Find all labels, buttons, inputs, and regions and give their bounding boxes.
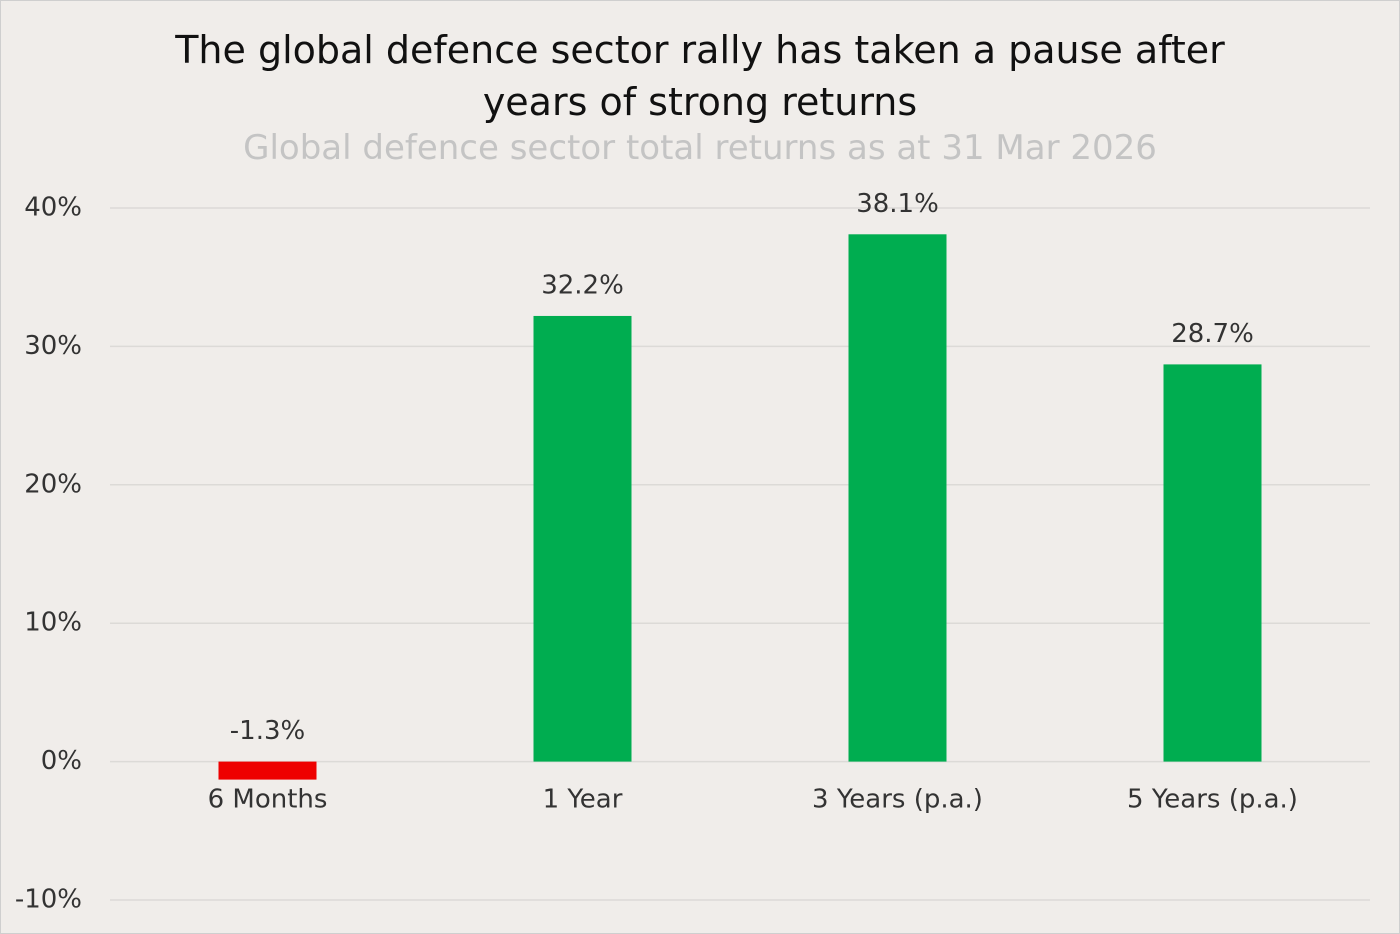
chart-title: The global defence sector rally has take… — [175, 28, 1225, 124]
bar — [218, 761, 317, 780]
value-label: 38.1% — [856, 189, 939, 219]
value-label: -1.3% — [230, 716, 305, 746]
value-label: 32.2% — [541, 270, 624, 300]
x-tick-label: 6 Months — [208, 785, 328, 815]
bar — [1163, 364, 1262, 762]
y-tick-label: -10% — [15, 885, 82, 915]
x-tick-label: 5 Years (p.a.) — [1127, 785, 1298, 815]
y-tick-label: 10% — [24, 608, 82, 638]
y-tick-label: 20% — [24, 469, 82, 499]
x-tick-label: 3 Years (p.a.) — [812, 785, 983, 815]
y-tick-label: 40% — [24, 193, 82, 223]
value-label: 28.7% — [1171, 319, 1254, 349]
x-tick-label: 1 Year — [543, 785, 623, 815]
bar — [533, 315, 632, 762]
y-tick-label: 0% — [41, 746, 82, 776]
bar — [848, 234, 947, 762]
chart-subtitle: Global defence sector total returns as a… — [243, 128, 1157, 168]
y-tick-label: 30% — [24, 331, 82, 361]
